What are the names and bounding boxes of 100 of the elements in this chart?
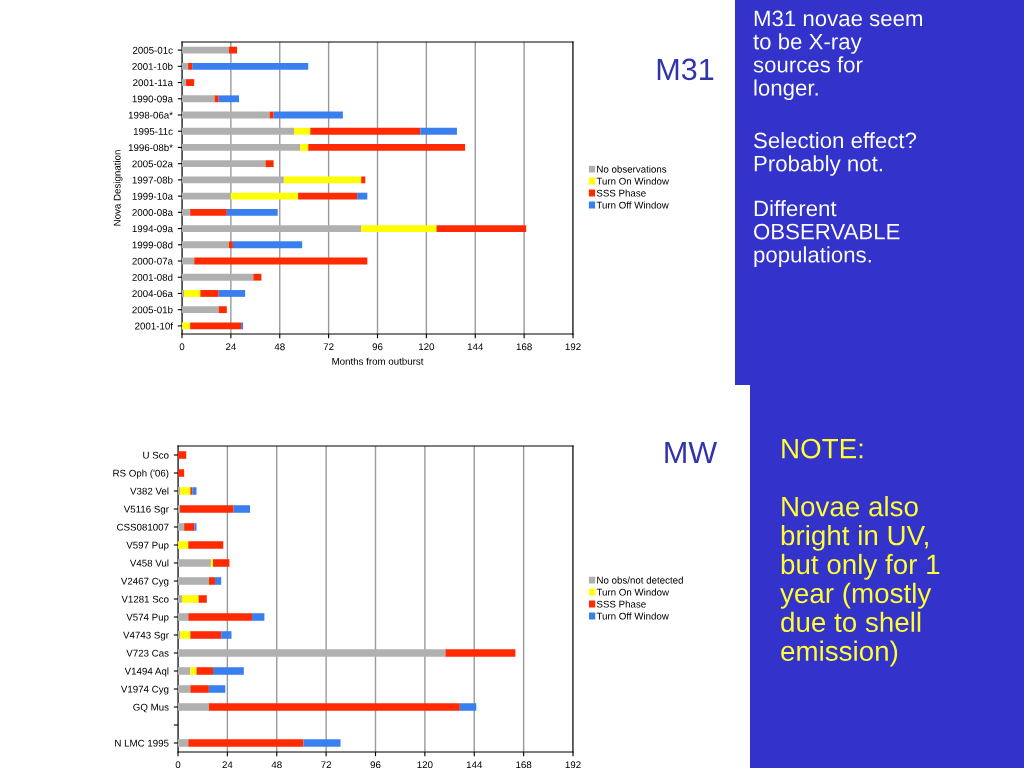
y-tick-label: 2005-01c (132, 46, 173, 54)
bar (233, 505, 251, 513)
y-tick-label: U Sco (143, 451, 169, 459)
y-tick-label: V458 Vul (129, 559, 169, 567)
y-tick-label: 1999-08d (132, 241, 173, 249)
bar (182, 208, 191, 216)
y-tick-label: 2005-01b (132, 306, 173, 314)
x-tick-label: 48 (274, 343, 285, 351)
bar (178, 703, 209, 711)
bar (208, 577, 216, 585)
bar (188, 541, 224, 549)
y-tick-label: 2004-06a (132, 290, 173, 298)
y-tick-label: N LMC 1995 (115, 739, 169, 747)
y-tick-label: 1990-09a (132, 95, 173, 103)
x-tick-label: 168 (516, 761, 532, 768)
bar (221, 631, 232, 639)
bar (178, 685, 191, 693)
bar (361, 225, 437, 232)
bar (208, 685, 226, 693)
x-tick-label: 144 (466, 761, 483, 768)
bar (178, 613, 189, 621)
bar (182, 225, 362, 232)
y-tick-label: 2001-10f (135, 322, 173, 330)
y-tick-label: 1994-09a (132, 225, 173, 233)
y-tick-label: 1996-08b* (128, 143, 173, 152)
x-axis-title: Months from outburst (332, 357, 424, 365)
bar (192, 62, 309, 70)
bar (192, 487, 197, 495)
bar (210, 559, 213, 567)
bar (182, 595, 199, 603)
bar (182, 62, 189, 70)
y-tick-label: 1995-11c (133, 127, 173, 135)
bar (436, 225, 527, 232)
bar (182, 79, 187, 86)
bar (241, 322, 244, 330)
bar (190, 208, 227, 216)
bar (178, 523, 185, 531)
bar (182, 127, 295, 135)
bar (178, 505, 181, 513)
x-tick-label: 192 (565, 761, 581, 768)
bar (252, 613, 265, 621)
y-tick-label: V1281 Sco (121, 595, 169, 603)
x-tick-label: 96 (372, 343, 383, 351)
legend-label: Turn On Window (596, 588, 670, 596)
y-tick-label: 2000-08a (132, 209, 173, 216)
bar (190, 667, 197, 675)
text: Selection effect? Probably not. (754, 132, 917, 176)
bar (265, 160, 274, 168)
y-tick-label: V5116 Sgr (123, 505, 169, 515)
y-tick-label: V597 Pup (126, 541, 169, 551)
bar (182, 144, 301, 151)
bar (182, 95, 215, 103)
bar (182, 176, 284, 184)
bar (188, 613, 253, 621)
y-tick-label: V2467 Cyg (120, 577, 169, 587)
y-tick-label: 2005-02a (132, 160, 173, 168)
x-tick-label: 144 (467, 343, 484, 351)
bar (294, 127, 311, 135)
legend-label: Turn On Window (596, 177, 669, 185)
y-tick-label: 1997-08b (132, 176, 173, 184)
y-tick-label: CSS081007 (117, 523, 169, 531)
bar (420, 127, 457, 135)
x-tick-label: 192 (565, 343, 581, 351)
y-tick-label: GQ Mus (133, 703, 169, 713)
bar (298, 192, 358, 200)
bar (178, 451, 187, 459)
bar (303, 739, 341, 747)
bar (178, 469, 185, 477)
bar (253, 273, 262, 281)
bar (180, 505, 234, 513)
bar (194, 523, 197, 531)
bar (182, 241, 229, 249)
bar (208, 703, 460, 711)
x-tick-label: 0 (175, 761, 181, 768)
bar (190, 631, 222, 639)
x-tick-label: 24 (222, 761, 233, 768)
bar (198, 595, 207, 603)
bar (182, 273, 254, 281)
bar (190, 322, 242, 330)
bar (361, 176, 366, 184)
bar (308, 144, 466, 151)
x-tick-label: 96 (370, 761, 381, 768)
legend-label: No observations (597, 165, 667, 173)
bar (178, 559, 211, 567)
bar (459, 703, 477, 711)
bar (182, 322, 191, 330)
bar (196, 667, 213, 675)
y-tick-label: 2001-10b (132, 62, 173, 70)
bar (182, 46, 229, 54)
bar (212, 559, 230, 567)
x-tick-label: 0 (179, 343, 185, 351)
bar (182, 192, 231, 200)
y-tick-label: V723 Cas (126, 649, 169, 657)
bar (186, 79, 195, 86)
bar (283, 176, 362, 184)
bar (180, 487, 191, 495)
y-tick-label: 2001-08d (132, 273, 173, 281)
bar (182, 306, 219, 314)
bar (218, 290, 246, 297)
bar (182, 160, 266, 168)
